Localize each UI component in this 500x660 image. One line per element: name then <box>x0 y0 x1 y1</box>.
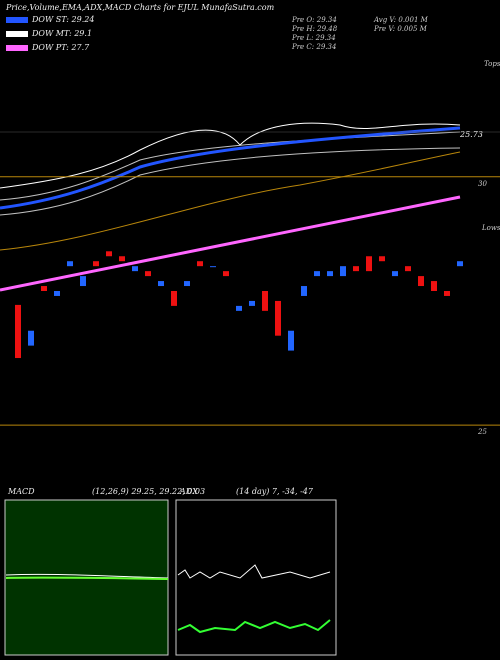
candle <box>210 266 216 268</box>
candle <box>171 291 177 306</box>
candle <box>392 271 398 277</box>
candle <box>67 261 73 267</box>
candle <box>158 281 164 287</box>
ema-line <box>0 131 461 201</box>
candle <box>119 256 125 262</box>
candle <box>379 256 385 262</box>
lows-label: Lows <box>481 224 500 232</box>
candle <box>444 291 450 296</box>
ema-line <box>0 126 461 210</box>
candle <box>15 304 21 359</box>
level-label: 25.73 <box>459 130 483 139</box>
candle <box>301 286 307 296</box>
candle <box>288 330 294 351</box>
title: Price,Volume,EMA,ADX,MACD Charts for EJU… <box>5 3 275 12</box>
adx-line <box>177 564 331 579</box>
candle <box>366 256 372 272</box>
candle <box>314 271 320 277</box>
candle <box>54 291 60 296</box>
adx-params: (14 day) 7, -34, -47 <box>236 487 314 496</box>
candle <box>262 291 268 311</box>
legend-label: DOW PT: 27.7 <box>31 43 90 52</box>
ema-line <box>0 151 461 251</box>
candle <box>80 276 86 287</box>
candle <box>431 281 437 291</box>
candle <box>353 266 359 272</box>
y-tick-label: 30 <box>478 180 487 188</box>
candle <box>340 266 346 277</box>
candle <box>405 266 411 272</box>
candle <box>28 330 34 346</box>
candle <box>184 281 190 287</box>
stat: Pre O: 29.34 <box>291 16 337 24</box>
y-tick-label: 25 <box>477 428 487 436</box>
legend-swatch <box>6 17 28 23</box>
macd-line <box>5 573 169 579</box>
candle <box>106 251 112 257</box>
ma-line <box>0 195 461 292</box>
stat: Pre V: 0.005 M <box>373 25 428 33</box>
candle <box>132 266 138 272</box>
stat: Pre C: 29.34 <box>291 43 336 51</box>
candle <box>93 261 99 267</box>
candle <box>236 305 242 311</box>
stat: Avg V: 0.001 M <box>373 16 429 24</box>
candle <box>275 300 281 336</box>
legend-label: DOW MT: 29.1 <box>31 29 92 38</box>
candle <box>223 271 229 277</box>
legend-label: DOW ST: 29.24 <box>31 15 94 24</box>
stat: Pre L: 29.34 <box>291 34 336 42</box>
macd-params: (12,26,9) 29.25, 29.22, 0.03 <box>92 487 205 496</box>
macd-signal <box>5 576 169 580</box>
tops-label: Tops <box>484 60 500 68</box>
price-line <box>0 122 461 189</box>
legend-swatch <box>6 31 28 37</box>
candle <box>418 276 424 287</box>
candle <box>327 271 333 277</box>
di-line <box>177 619 331 634</box>
candle <box>197 261 203 267</box>
legend-swatch <box>6 45 28 51</box>
stat: Pre H: 29.48 <box>291 25 338 33</box>
candle <box>145 271 151 277</box>
ema-line <box>0 147 461 216</box>
candle <box>457 261 463 267</box>
macd-label: MACD <box>7 487 35 496</box>
adx-label: ADX <box>179 487 198 496</box>
candle <box>41 286 47 291</box>
candle <box>249 300 255 306</box>
